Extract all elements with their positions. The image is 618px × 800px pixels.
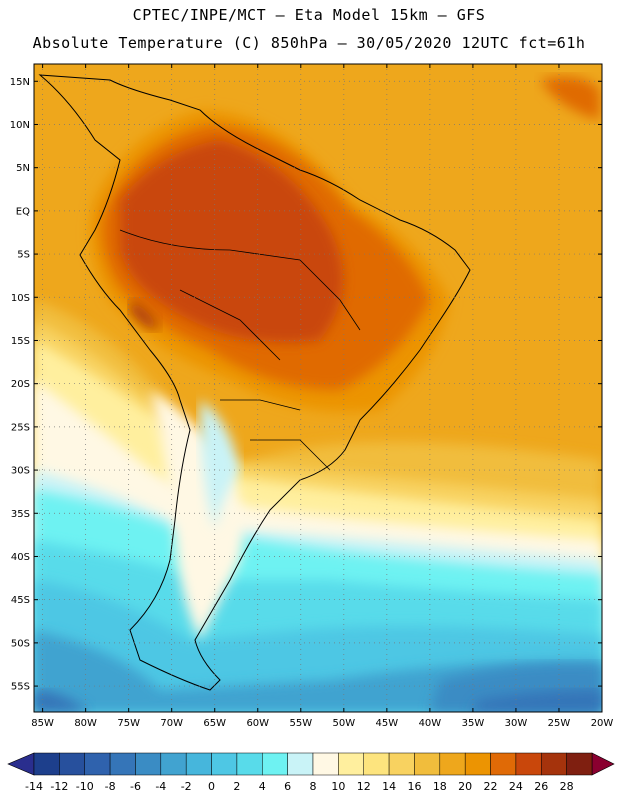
field-core-24 <box>120 140 343 343</box>
lon-label: 35W <box>462 718 485 729</box>
field-andes-cold <box>200 400 240 530</box>
lon-label: 25W <box>548 718 571 729</box>
lat-label: 15S <box>11 336 30 347</box>
colorbar-label: 10 <box>331 780 345 793</box>
lon-label: 75W <box>117 718 140 729</box>
colorbar-label: 4 <box>259 780 266 793</box>
colorbar-swatch <box>211 752 238 776</box>
temperature-colorbar <box>7 752 615 776</box>
colorbar-label: 16 <box>407 780 421 793</box>
lat-label: 20S <box>11 379 30 390</box>
colorbar-label: 2 <box>233 780 240 793</box>
colorbar-swatch <box>414 752 441 776</box>
lat-label: 15N <box>10 77 30 88</box>
colorbar-swatch <box>84 752 111 776</box>
graticule <box>34 64 602 712</box>
lat-label: 50S <box>11 638 30 649</box>
colorbar-label: 14 <box>382 780 396 793</box>
colorbar-label: 18 <box>433 780 447 793</box>
lat-label: 30S <box>11 466 30 477</box>
colorbar-swatch <box>515 752 542 776</box>
lat-label: 55S <box>11 682 30 693</box>
colorbar-swatch <box>135 752 162 776</box>
latitude-axis-labels: 15N 10N 5N EQ 5S 10S 15S 20S 25S 30S 35S 40S 45S 50S 5… <box>10 77 30 693</box>
colorbar-label: 8 <box>310 780 317 793</box>
field-band-m8 <box>470 690 602 712</box>
colorbar-swatch <box>109 752 136 776</box>
temperature-field <box>34 64 602 712</box>
colorbar-swatch <box>59 752 85 776</box>
lon-label: 55W <box>289 718 312 729</box>
lon-label: 60W <box>246 718 269 729</box>
colorbar-label: -14 <box>25 780 43 793</box>
lon-label: 85W <box>31 718 54 729</box>
lon-label: 20W <box>591 718 614 729</box>
lon-label: 70W <box>160 718 183 729</box>
colorbar-label: -8 <box>105 780 116 793</box>
colorbar-label: -6 <box>130 780 141 793</box>
lat-label: 25S <box>11 422 30 433</box>
colorbar-label: 20 <box>458 780 472 793</box>
axis-ticks <box>34 64 603 712</box>
colorbar-label: 0 <box>208 780 215 793</box>
lat-label: 10N <box>10 120 30 131</box>
lat-label: 40S <box>11 552 30 563</box>
lon-label: 50W <box>333 718 356 729</box>
lat-label: 5S <box>17 250 30 261</box>
lat-label: 10S <box>11 293 30 304</box>
colorbar-label: 22 <box>484 780 498 793</box>
colorbar-swatch <box>388 752 415 776</box>
colorbar-label: 28 <box>560 780 574 793</box>
field-band-m8-west <box>34 690 90 712</box>
colorbar-label: 6 <box>284 780 291 793</box>
colorbar-swatch <box>33 752 60 776</box>
colorbar-labels: -14 -12 -10 -8 -6 -4 -2 0 2 4 6 8 10 12 14 16 18 20 22 24 26… <box>25 780 574 793</box>
field-andes-cool <box>150 390 244 640</box>
lat-label: 35S <box>11 509 30 520</box>
colorbar-label: -4 <box>155 780 166 793</box>
colorbar-label: -2 <box>181 780 192 793</box>
colorbar-swatch <box>287 752 314 776</box>
colorbar-swatch <box>185 752 212 776</box>
colorbar-swatch <box>566 752 593 776</box>
colorbar-label: -10 <box>76 780 94 793</box>
map-frame <box>33 63 603 713</box>
colorbar-label: 12 <box>357 780 371 793</box>
colorbar-swatch <box>541 752 567 776</box>
colorbar-swatch <box>312 752 339 776</box>
colorbar-swatch <box>262 752 288 776</box>
field-core-26 <box>130 300 160 330</box>
colorbar-swatch <box>363 752 390 776</box>
lon-label: 40W <box>419 718 442 729</box>
lon-label: 80W <box>74 718 97 729</box>
colorbar-under-arrow <box>7 752 35 776</box>
longitude-axis-labels: 85W 80W 75W 70W 65W 60W 55W 50W 45W 40W 35W 30W 25W 2… <box>31 718 613 729</box>
lon-label: 65W <box>203 718 226 729</box>
colorbar-swatch <box>439 752 466 776</box>
colorbar-label: -12 <box>50 780 68 793</box>
lat-label: 45S <box>11 595 30 606</box>
colorbar-swatch <box>490 752 517 776</box>
colorbar-swatch <box>236 752 263 776</box>
colorbar-label: 24 <box>509 780 523 793</box>
lon-label: 30W <box>505 718 528 729</box>
colorbar-over-arrow <box>591 752 615 776</box>
colorbar-swatch <box>338 752 364 776</box>
field-atlantic-warm <box>540 76 600 120</box>
lat-label: 5N <box>16 163 30 174</box>
colorbar-swatch <box>160 752 187 776</box>
lat-label: EQ <box>16 206 30 217</box>
country-borders <box>119 229 361 471</box>
colorbar-swatch <box>464 752 491 776</box>
coastline <box>38 74 471 691</box>
lon-label: 45W <box>376 718 399 729</box>
colorbar-label: 26 <box>534 780 548 793</box>
map-title-line-1: CPTEC/INPE/MCT – Eta Model 15km – GFS <box>132 6 486 24</box>
map-title-line-2: Absolute Temperature (C) 850hPa – 30/05/… <box>32 34 586 52</box>
